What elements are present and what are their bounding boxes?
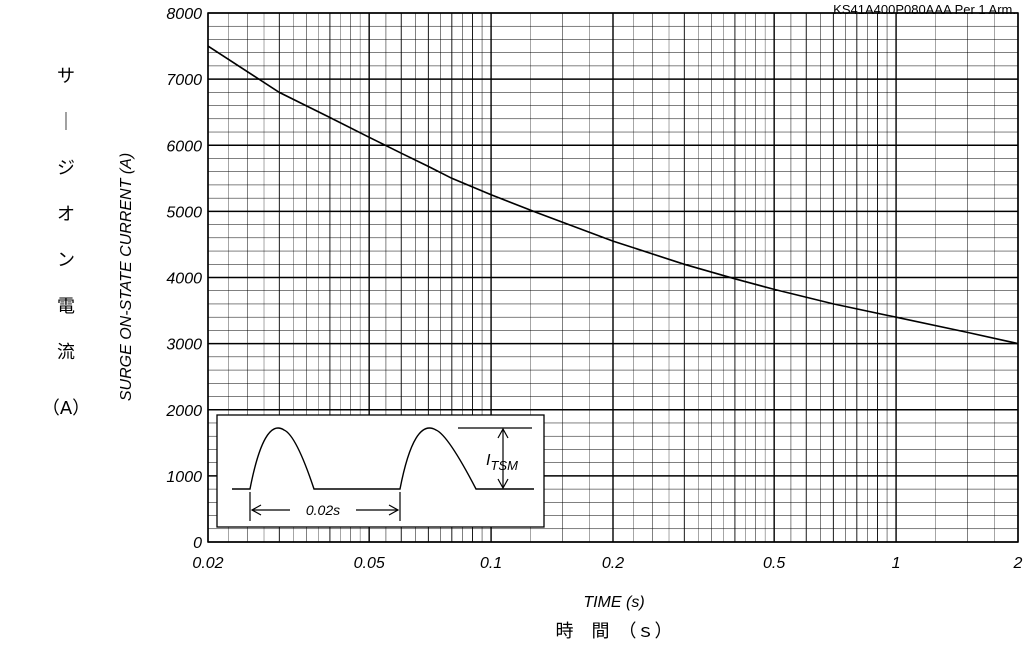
y-tick-label: 0 <box>193 535 202 552</box>
inset-peak-arrowhead-up <box>497 427 509 439</box>
y-tick-label: 1000 <box>166 469 202 486</box>
y-axis-label: SURGE ON-STATE CURRENT (A) <box>118 153 135 401</box>
y-tick-label: 2000 <box>165 403 202 420</box>
y-tick-label: 3000 <box>166 337 202 354</box>
x-tick-label: 1 <box>892 555 901 572</box>
x-tick-label: 2 <box>1013 555 1023 572</box>
x-axis-label: TIME (s) <box>583 594 644 611</box>
inset-peak-subscript: TSM <box>490 458 518 473</box>
inset-interval-arrowhead-left <box>250 504 262 516</box>
y-tick-label: 6000 <box>166 138 202 155</box>
x-tick-labels: 0.02 0.05 0.1 0.2 0.5 1 2 <box>192 555 1022 572</box>
inset-interval-arrowhead-right <box>388 504 400 516</box>
y-tick-labels: 0 1000 2000 3000 4000 5000 6000 7000 8000 <box>165 6 202 552</box>
inset-peak-arrowhead-down <box>497 478 509 490</box>
y-tick-label: 8000 <box>166 6 202 23</box>
y-axis-label-jp-char: ジ <box>57 158 75 179</box>
x-tick-label: 0.02 <box>192 555 223 572</box>
y-tick-label: 5000 <box>166 204 202 221</box>
inset-box <box>216 414 545 528</box>
x-tick-label: 0.2 <box>602 555 624 572</box>
y-axis-label-jp-char: ｜ <box>57 112 75 133</box>
plot-frame <box>207 12 1019 543</box>
y-axis-label-jp-char: 流 <box>57 342 75 363</box>
y-axis-label-jp-char: ン <box>57 250 75 271</box>
x-tick-label: 0.5 <box>763 555 785 572</box>
surge-current-curve <box>207 45 1019 345</box>
part-number-label: KS41A400P080AAA Per 1 Arm. <box>833 2 1016 17</box>
y-axis-label-jp-char: オ <box>57 204 75 225</box>
inset-waveform <box>232 427 534 490</box>
x-tick-label: 0.1 <box>480 555 502 572</box>
y-tick-label: 7000 <box>166 72 202 89</box>
y-tick-label: 4000 <box>166 271 202 288</box>
x-axis-label-jp: 時 間 （ｓ） <box>556 621 673 642</box>
svg-text:ITSM: ITSM <box>486 452 518 473</box>
y-axis-label-jp-char: 電 <box>57 296 75 317</box>
y-axis-label-jp-char: （A） <box>41 398 91 419</box>
inset-interval-label: 0.02s <box>306 502 340 518</box>
inset-peak-label: I <box>486 452 491 469</box>
y-axis-label-jp-char: サ <box>57 66 75 87</box>
inset-waveform-diagram: ITSM 0.02s <box>216 414 545 528</box>
x-tick-label: 0.05 <box>354 555 385 572</box>
